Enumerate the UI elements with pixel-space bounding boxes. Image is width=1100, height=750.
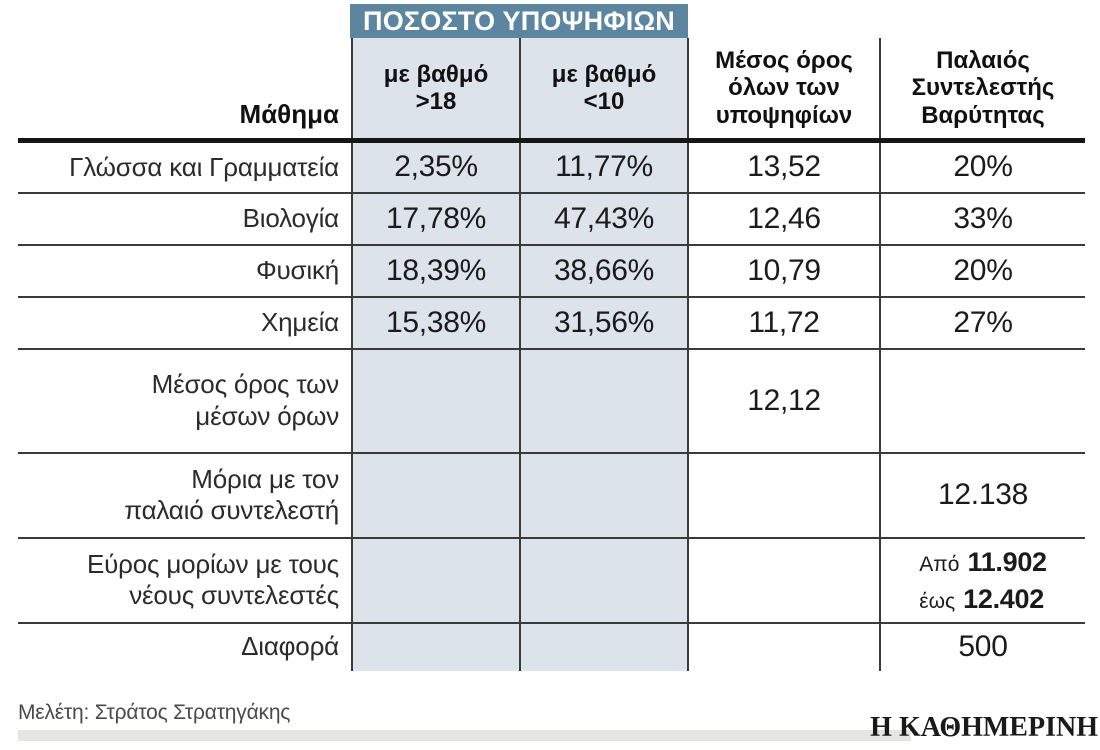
header-line: <10 (583, 88, 625, 115)
header-line: Μάθημα (239, 99, 339, 130)
table-row-physics: Φυσική 18,39% 38,66% 10,79 20% (18, 244, 1085, 298)
table-banner-title: ΠΟΣΟΣΤΟ ΥΠΟΨΗΦΙΩΝ (350, 4, 688, 38)
value-below10 (519, 622, 688, 671)
header-line: όλων των (728, 74, 840, 102)
row-label: Μέσος όρος των μέσων όρων (18, 348, 352, 454)
value-below10 (519, 452, 688, 539)
value-above18: 15,38% (351, 296, 520, 350)
range-to: έως 12.402 (919, 580, 1047, 618)
footer-divider-bar (18, 730, 911, 741)
value-average (687, 452, 880, 539)
range-from-value: 11.902 (967, 546, 1047, 577)
value-old-weight (879, 348, 1085, 454)
value-old-weight: 500 (879, 622, 1085, 671)
value-average: 11,72 (687, 296, 880, 350)
value-old-weight: 33% (879, 192, 1085, 246)
source-note: Μελέτη: Στράτος Στρατηγάκης (18, 701, 291, 724)
value-above18 (351, 348, 520, 454)
value-below10 (519, 348, 688, 454)
value-average (687, 622, 880, 671)
table-row-language: Γλώσσα και Γραμματεία 2,35% 11,77% 13,52… (18, 140, 1085, 194)
header-row: Μάθημα με βαθμό >18 με βαθμό <10 Μέσος ό… (18, 38, 1085, 143)
column-header-average: Μέσος όρος όλων των υποψηφίων (687, 38, 880, 143)
value-below10: 47,43% (519, 192, 688, 246)
value-above18 (351, 452, 520, 539)
row-label: Εύρος μορίων με τους νέους συντελεστές (18, 537, 352, 624)
header-line: Βαρύτητας (921, 101, 1045, 129)
value-below10 (519, 537, 688, 624)
header-line: Μέσος όρος (715, 46, 853, 74)
table-row-chemistry: Χημεία 15,38% 31,56% 11,72 27% (18, 296, 1085, 350)
value-below10: 31,56% (519, 296, 688, 350)
value-old-weight: 20% (879, 140, 1085, 194)
row-label: Γλώσσα και Γραμματεία (18, 140, 352, 194)
kathimerini-logo: Η ΚΑΘΗΜΕΡΙΝΗ (870, 712, 1098, 743)
value-points-range: Από 11.902 έως 12.402 (879, 537, 1085, 624)
row-label: Βιολογία (18, 192, 352, 246)
value-average: 12,12 (687, 348, 880, 454)
row-label: Διαφορά (241, 631, 339, 662)
data-table: Μάθημα με βαθμό >18 με βαθμό <10 Μέσος ό… (18, 38, 1085, 671)
table-row-biology: Βιολογία 17,78% 47,43% 12,46 33% (18, 192, 1085, 246)
range-from-word: Από (919, 552, 960, 576)
value-average (687, 537, 880, 624)
column-header-subject: Μάθημα (18, 38, 352, 143)
header-line: Συντελεστής (911, 74, 1055, 102)
value-old-weight: 20% (879, 244, 1085, 298)
value-old-weight: 27% (879, 296, 1085, 350)
row-label: Χημεία (18, 296, 352, 350)
points-range-block: Από 11.902 έως 12.402 (919, 543, 1047, 618)
range-to-value: 12.402 (963, 584, 1044, 614)
value-below10: 38,66% (519, 244, 688, 298)
header-line: >18 (415, 88, 457, 115)
header-line: υποψηφίων (715, 101, 853, 129)
value-above18 (351, 622, 520, 671)
value-above18: 2,35% (351, 140, 520, 194)
table-row-difference: Διαφορά 500 (18, 622, 1085, 671)
table-row-points-range-new-weights: Εύρος μορίων με τους νέους συντελεστές Α… (18, 537, 1085, 624)
value-above18 (351, 537, 520, 624)
column-header-below10: με βαθμό <10 (519, 38, 688, 143)
value-below10: 11,77% (519, 140, 688, 194)
table-row-points-old-weight: Μόρια με τον παλαιό συντελεστή 12.138 (18, 452, 1085, 539)
range-from: Από 11.902 (919, 543, 1047, 581)
header-line: με βαθμό (551, 60, 657, 88)
column-header-old-weight: Παλαιός Συντελεστής Βαρύτητας (879, 38, 1085, 143)
header-line: με βαθμό (383, 60, 489, 88)
range-to-word: έως (919, 590, 956, 613)
header-line: Παλαιός (936, 46, 1030, 74)
value-average: 12,46 (687, 192, 880, 246)
row-label: Φυσική (18, 244, 352, 298)
column-header-above18: με βαθμό >18 (351, 38, 520, 143)
row-label: Μόρια με τον παλαιό συντελεστή (18, 452, 352, 539)
value-average: 13,52 (687, 140, 880, 194)
value-average: 10,79 (687, 244, 880, 298)
table-row-mean-of-means: Μέσος όρος των μέσων όρων 12,12 (18, 348, 1085, 454)
value-above18: 17,78% (351, 192, 520, 246)
value-old-weight: 12.138 (879, 452, 1085, 539)
value-above18: 18,39% (351, 244, 520, 298)
